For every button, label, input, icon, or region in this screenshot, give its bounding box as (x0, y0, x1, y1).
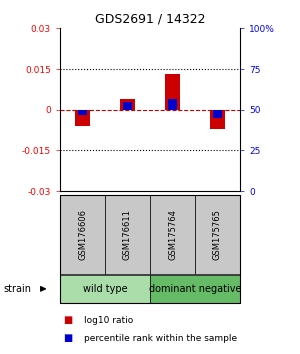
Text: ■: ■ (63, 315, 72, 325)
Bar (75, 110, 90, 126)
Bar (124, 102, 131, 110)
Text: GSM176611: GSM176611 (123, 209, 132, 260)
Text: percentile rank within the sample: percentile rank within the sample (84, 333, 237, 343)
Bar (214, 110, 221, 118)
Text: log10 ratio: log10 ratio (84, 316, 133, 325)
Title: GDS2691 / 14322: GDS2691 / 14322 (95, 13, 205, 26)
Text: GSM175765: GSM175765 (213, 209, 222, 260)
Bar (79, 110, 87, 115)
Text: wild type: wild type (83, 284, 127, 294)
Text: dominant negative: dominant negative (149, 284, 241, 294)
Bar (210, 110, 225, 129)
Bar (120, 99, 135, 110)
Text: GSM175764: GSM175764 (168, 209, 177, 260)
Bar (165, 74, 180, 110)
Text: GSM176606: GSM176606 (78, 209, 87, 260)
Text: ■: ■ (63, 333, 72, 343)
Bar (169, 99, 176, 110)
Text: strain: strain (3, 284, 31, 294)
